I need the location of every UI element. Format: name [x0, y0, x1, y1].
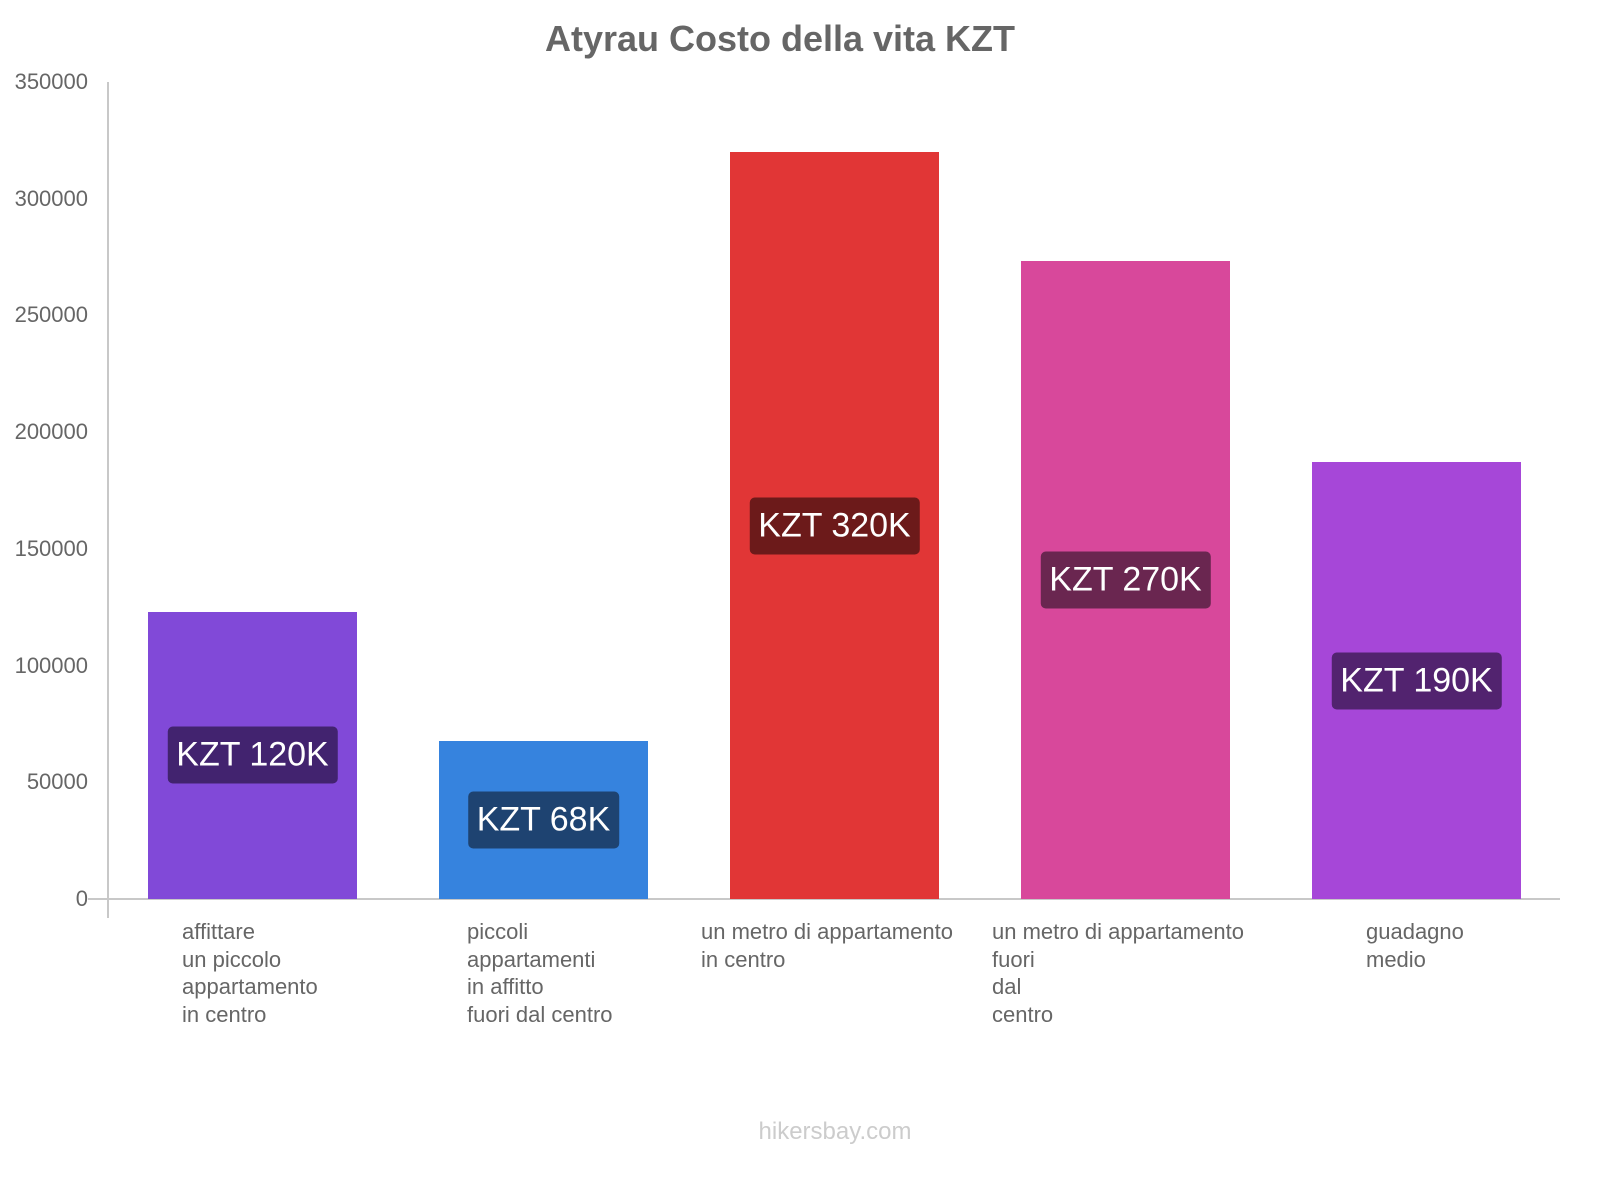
bar[interactable]: KZT 68K: [439, 740, 648, 899]
y-tick-label: 300000: [14, 185, 88, 211]
y-tick-label: 50000: [26, 769, 88, 795]
bar[interactable]: KZT 120K: [148, 611, 357, 899]
bar[interactable]: KZT 190K: [1312, 462, 1521, 899]
bar-value-label: KZT 68K: [467, 791, 620, 849]
bar-value-label: KZT 120K: [167, 726, 338, 784]
y-tick-label: 200000: [14, 419, 88, 445]
bar-value-label: KZT 190K: [1331, 652, 1502, 709]
x-tick-label: piccoli appartamenti in affitto fuori da…: [467, 919, 613, 1027]
bar[interactable]: KZT 270K: [1021, 261, 1230, 899]
y-tick-label: 0: [75, 886, 88, 911]
x-tick-label: affittare un piccolo appartamento in cen…: [182, 919, 318, 1027]
x-tick-label: guadagno medio: [1366, 919, 1464, 972]
bar-value-label: KZT 320K: [749, 497, 920, 554]
y-tick-label: 350000: [14, 69, 88, 94]
x-tick-label: un metro di appartamento in centro: [701, 919, 953, 972]
y-tick-label: 250000: [14, 302, 88, 328]
x-axis-line: [88, 898, 1560, 900]
y-tick-label: 150000: [14, 535, 88, 561]
y-axis-line: [107, 82, 109, 918]
y-tick-label: 100000: [14, 652, 88, 678]
bar[interactable]: KZT 320K: [730, 152, 939, 899]
footer-watermark: hikersbay.com: [758, 1118, 912, 1145]
x-tick-label: un metro di appartamento fuori dal centr…: [992, 919, 1244, 1027]
chart-title: Atyrau Costo della vita KZT: [544, 18, 1016, 59]
bar-value-label: KZT 270K: [1040, 551, 1211, 609]
